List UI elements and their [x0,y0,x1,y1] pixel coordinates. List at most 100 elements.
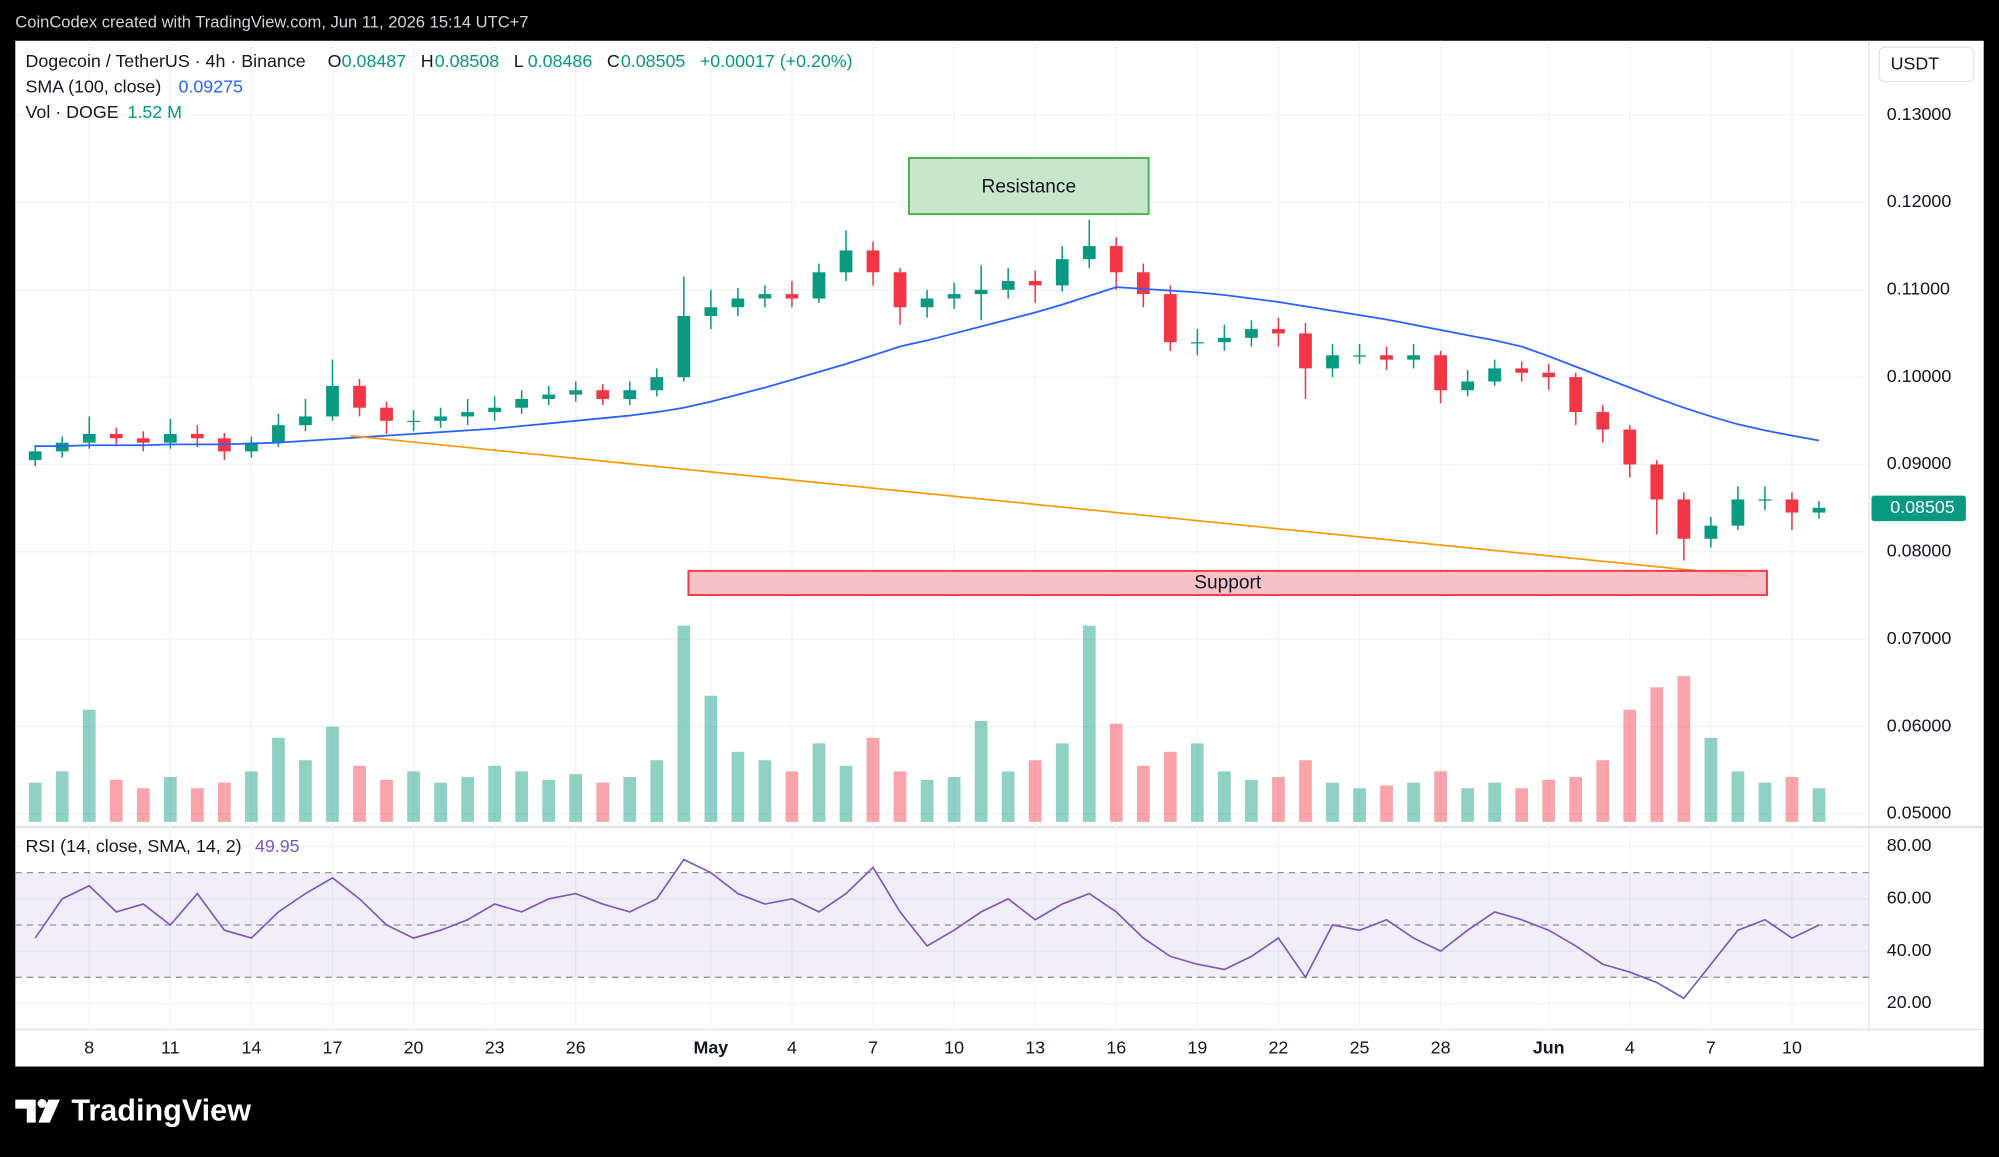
volume-bar [812,743,826,822]
last-price-box [1871,495,1966,522]
candle-body [299,416,312,426]
x-tick-label: 14 [241,1037,261,1057]
candle-body [28,451,42,461]
x-tick-label: 13 [1025,1037,1045,1057]
rsi-band [15,872,1869,978]
candle-body [1434,355,1447,391]
candle-body [326,385,339,417]
volume-layer [28,625,1826,822]
volume-bar [353,765,366,822]
volume-bar [218,782,231,822]
volume-bar [434,782,447,822]
candle-body [380,407,393,421]
candle-body [1731,499,1745,526]
symbol-title: Dogecoin / TetherUS · 4h · Binance [25,51,305,71]
sma-name: SMA (100, close) [25,77,161,97]
x-tick-label: 16 [1106,1037,1126,1057]
volume-value: 1.52 M [127,102,182,122]
candle-body [488,407,502,413]
ohlc-value: 0.08486 [528,51,593,71]
y-tick-label: 0.06000 [1887,715,1952,735]
x-tick-label: 7 [868,1037,878,1057]
logo-mark [38,1099,60,1123]
volume-bar [380,779,393,822]
candle-body [163,433,177,443]
y-tick-label: 0.09000 [1887,453,1952,473]
axes: 0.05000 0.06000 0.07000 0.08000 0.09000 0.100… [84,104,1951,1058]
volume-bar [1731,771,1745,822]
candle-body [1812,507,1826,513]
volume-bar [1542,779,1556,822]
volume-bar [623,777,637,822]
ohlc-key: C [607,51,620,71]
ohlc-value: 0.08487 [342,51,407,71]
trend-line [350,434,1750,577]
volume-bar [785,771,799,822]
candle-body [82,433,96,443]
x-tick-label: 4 [1625,1037,1635,1057]
x-tick-label: 22 [1269,1037,1289,1057]
candle-body [1028,281,1042,286]
x-tick-label: 4 [787,1037,797,1057]
candle-body [704,307,718,316]
volume-bar [461,777,474,822]
volume-bar [488,765,502,822]
candle-body [1299,333,1312,369]
volume-bar [1001,771,1015,822]
legend: Dogecoin / TetherUS · 4h · Binance O 0.0… [25,51,852,856]
logo-mark [37,1099,47,1108]
candle-body [677,315,691,378]
candle-layer [28,219,1826,561]
volume-bar [1407,782,1420,822]
volume-bar [839,765,853,822]
candle-body [1353,355,1366,357]
candle-body [731,298,745,308]
candle-body [920,298,934,308]
brand-logo [15,1099,60,1123]
volume-bar [1488,782,1502,822]
volume-bar [1082,625,1096,822]
volume-bar [542,779,556,822]
volume-bar [245,771,258,822]
candle-body [1082,246,1096,260]
candle-body [1407,355,1420,360]
grid [15,40,1869,1028]
sma-value: 0.09275 [178,77,243,97]
candle-body [136,438,150,443]
candle-body [272,425,285,443]
brand-name: TradingView [71,1093,251,1127]
rsi-line [34,858,1820,1000]
candle-body [353,385,366,408]
volume-bar [1461,788,1475,822]
volume-bar [109,779,123,822]
volume-bar [299,760,312,822]
candle-body [1704,525,1718,539]
candle-body [596,390,610,399]
rsi-tick-label: 80.00 [1887,835,1932,855]
candle-body [1326,355,1339,369]
y-tick-label: 0.11000 [1887,278,1950,298]
volume-bar [1136,765,1150,822]
candle-body [245,442,258,452]
x-tick-label: 23 [485,1037,505,1057]
volume-bar [1353,788,1366,822]
volume-bar [1055,743,1069,822]
volume-bar [1596,760,1610,822]
change-value: +0.00017 (+0.20%) [700,51,853,71]
candle-body [542,394,556,399]
volume-bar [947,777,961,822]
volume-bar [704,695,718,822]
candle-body [812,272,826,299]
volume-bar [1677,676,1691,822]
candle-body [785,294,799,299]
logo-mark [15,1099,36,1123]
candle-body [1650,464,1664,500]
candle-body [974,289,988,295]
volume-bar [326,726,339,822]
volume-bar [1623,709,1637,822]
currency-box[interactable] [1878,46,1975,83]
candle-body [1109,246,1123,273]
candle-body [1190,342,1204,344]
x-tick-label: 7 [1706,1037,1716,1057]
